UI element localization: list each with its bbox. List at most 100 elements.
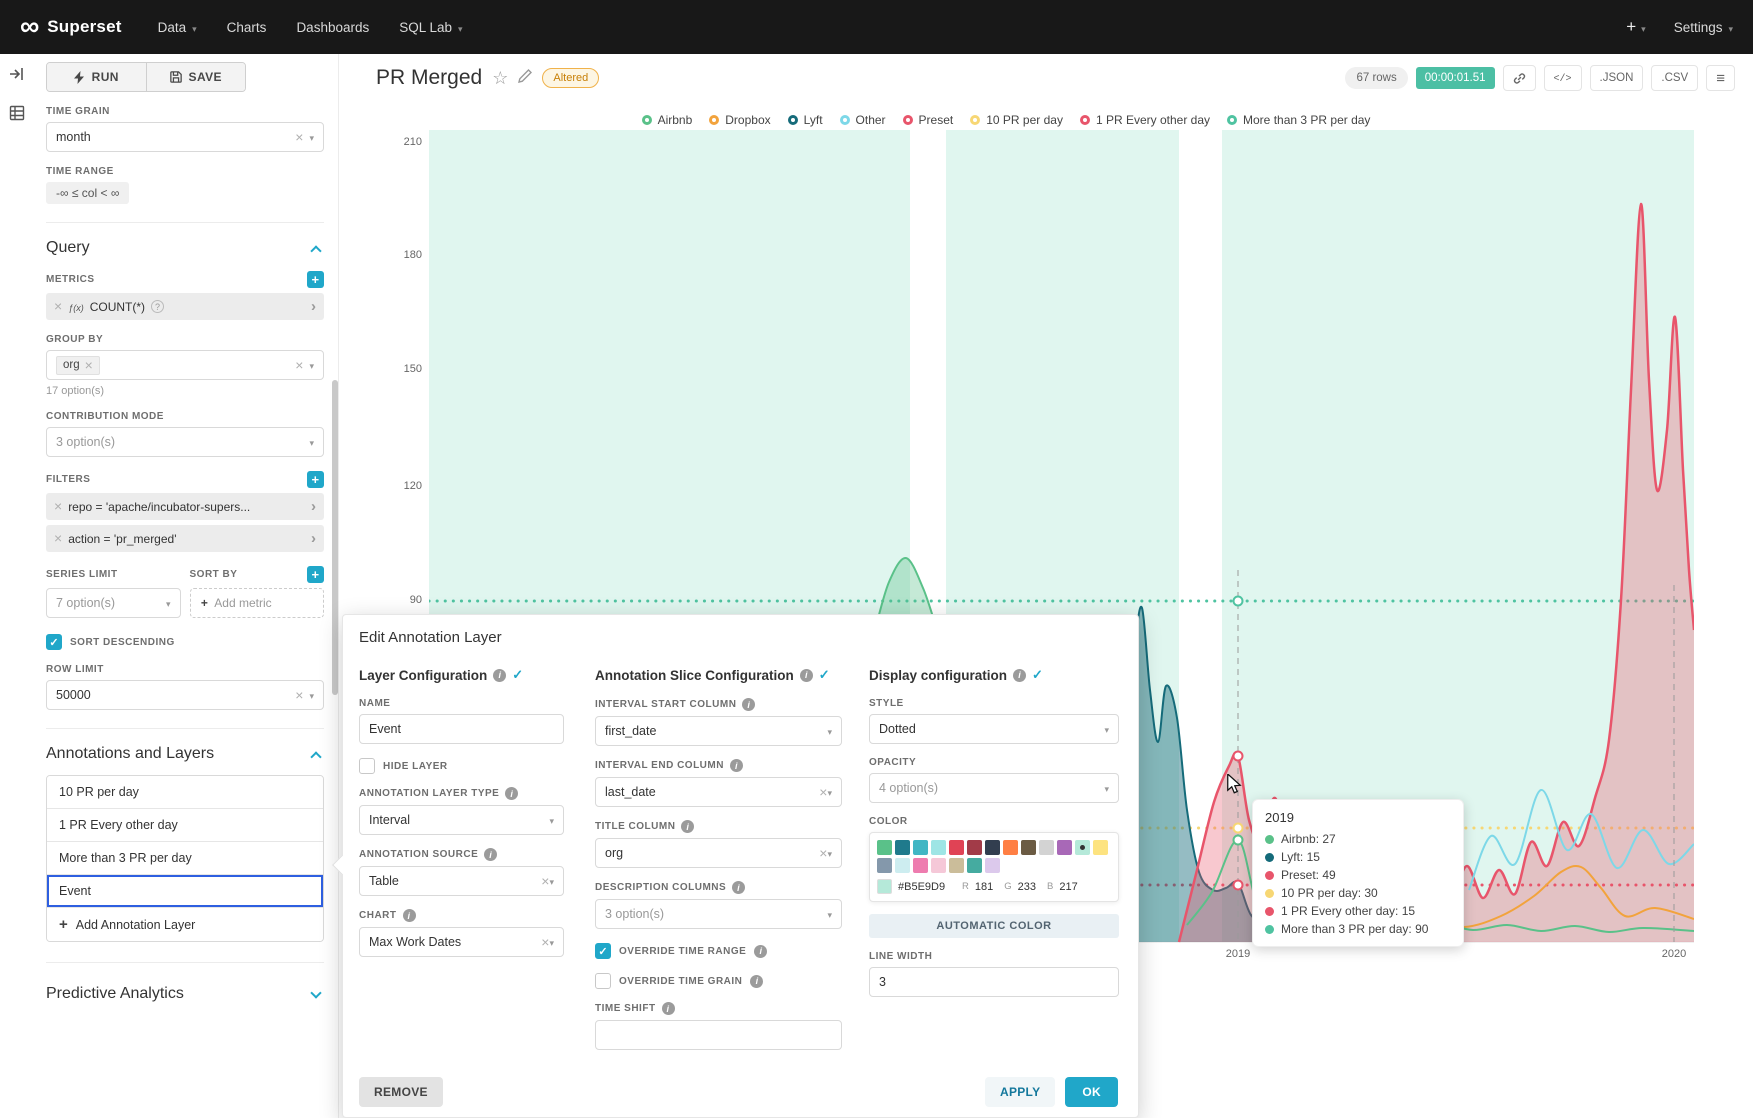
- color-swatch[interactable]: [895, 858, 910, 873]
- nav-item-sql-lab[interactable]: SQL Lab: [399, 20, 462, 35]
- checkbox-unchecked-icon[interactable]: [595, 973, 611, 989]
- color-swatch[interactable]: [985, 840, 1000, 855]
- clear-icon[interactable]: [295, 688, 303, 703]
- legend-item[interactable]: Lyft: [787, 113, 823, 127]
- embed-code-button[interactable]: [1543, 65, 1582, 91]
- add-filter-button[interactable]: +: [307, 471, 324, 488]
- remove-button[interactable]: REMOVE: [359, 1077, 443, 1107]
- info-icon[interactable]: [681, 820, 695, 833]
- annotation-layer-event-selected[interactable]: Event: [47, 875, 323, 908]
- info-icon[interactable]: [732, 881, 746, 894]
- nav-item-charts[interactable]: Charts: [226, 19, 267, 35]
- group-by-tag[interactable]: org: [56, 355, 100, 375]
- altered-badge[interactable]: Altered: [542, 68, 600, 88]
- color-swatch[interactable]: [877, 840, 892, 855]
- annotation-layer-1pr[interactable]: 1 PR Every other day: [47, 809, 323, 842]
- color-swatch[interactable]: [895, 840, 910, 855]
- title-column-select[interactable]: org: [595, 838, 842, 868]
- edit-pencil-icon[interactable]: [518, 68, 533, 88]
- color-swatch[interactable]: [967, 840, 982, 855]
- color-swatch-selected[interactable]: [1075, 840, 1090, 855]
- row-limit-select[interactable]: 50000: [46, 680, 324, 710]
- color-swatch[interactable]: [1093, 840, 1108, 855]
- automatic-color-button[interactable]: AUTOMATIC COLOR: [869, 914, 1119, 938]
- annotations-section-header[interactable]: Annotations and Layers: [46, 745, 324, 763]
- save-button[interactable]: SAVE: [145, 63, 245, 91]
- contribution-mode-select[interactable]: 3 option(s): [46, 427, 324, 457]
- override-time-range-checkbox-row[interactable]: OVERRIDE TIME RANGE: [595, 943, 842, 959]
- legend-item[interactable]: More than 3 PR per day: [1227, 113, 1370, 127]
- color-swatch[interactable]: [1057, 840, 1072, 855]
- add-sort-button[interactable]: +: [307, 566, 324, 583]
- predictive-section-header[interactable]: Predictive Analytics: [46, 985, 324, 1003]
- legend-item[interactable]: Other: [839, 113, 886, 127]
- info-icon[interactable]: [1013, 668, 1027, 682]
- line-width-input[interactable]: 3: [869, 967, 1119, 997]
- g-value[interactable]: 233: [1017, 880, 1036, 893]
- info-icon[interactable]: [484, 848, 498, 861]
- ok-button[interactable]: OK: [1065, 1077, 1118, 1107]
- color-swatch[interactable]: [967, 858, 982, 873]
- info-icon[interactable]: [402, 909, 416, 922]
- color-swatch[interactable]: [985, 858, 1000, 873]
- export-json-button[interactable]: .JSON: [1589, 65, 1644, 91]
- remove-icon[interactable]: [54, 531, 62, 546]
- time-range-value[interactable]: -∞ ≤ col < ∞: [46, 182, 130, 204]
- settings-menu[interactable]: Settings: [1674, 20, 1733, 35]
- chart-select[interactable]: Max Work Dates: [359, 927, 564, 957]
- new-item-button[interactable]: +: [1626, 17, 1645, 37]
- color-swatch[interactable]: [913, 858, 928, 873]
- interval-start-column-select[interactable]: first_date: [595, 716, 842, 746]
- info-icon[interactable]: [799, 668, 813, 682]
- color-swatch[interactable]: [913, 840, 928, 855]
- name-input[interactable]: Event: [359, 714, 564, 744]
- clear-icon[interactable]: [819, 785, 827, 800]
- filter-chip-action[interactable]: action = 'pr_merged': [46, 525, 324, 552]
- info-icon[interactable]: [754, 944, 768, 958]
- nav-item-data[interactable]: Data: [158, 20, 197, 35]
- info-icon[interactable]: [742, 698, 756, 711]
- color-swatch[interactable]: [949, 840, 964, 855]
- remove-tag-icon[interactable]: [85, 358, 93, 373]
- share-link-button[interactable]: [1502, 65, 1536, 91]
- r-value[interactable]: 181: [974, 880, 994, 893]
- add-metric-button[interactable]: +: [307, 271, 324, 288]
- hide-layer-checkbox-row[interactable]: HIDE LAYER: [359, 758, 564, 774]
- query-section-header[interactable]: Query: [46, 239, 324, 257]
- info-icon[interactable]: [493, 668, 507, 682]
- panel-scrollbar[interactable]: [332, 380, 338, 695]
- filter-chip-repo[interactable]: repo = 'apache/incubator-supers...: [46, 493, 324, 520]
- checkbox-unchecked-icon[interactable]: [359, 758, 375, 774]
- superset-logo[interactable]: Superset: [20, 14, 122, 40]
- metric-chip[interactable]: COUNT(*) ?: [46, 293, 324, 320]
- series-limit-select[interactable]: 7 option(s): [46, 588, 181, 618]
- group-by-select[interactable]: org: [46, 350, 324, 380]
- style-select[interactable]: Dotted: [869, 714, 1119, 744]
- apply-button[interactable]: APPLY: [984, 1077, 1056, 1107]
- color-swatch[interactable]: [1003, 840, 1018, 855]
- color-swatch[interactable]: [1039, 840, 1054, 855]
- remove-icon[interactable]: [54, 499, 62, 514]
- export-csv-button[interactable]: .CSV: [1651, 65, 1699, 91]
- nav-item-dashboards[interactable]: Dashboards: [296, 19, 370, 35]
- color-swatch[interactable]: [931, 858, 946, 873]
- annotation-layer-type-select[interactable]: Interval: [359, 805, 564, 835]
- remove-icon[interactable]: [54, 299, 62, 314]
- time-shift-input[interactable]: [595, 1020, 842, 1050]
- sort-descending-checkbox-row[interactable]: SORT DESCENDING: [46, 634, 324, 650]
- override-time-grain-checkbox-row[interactable]: OVERRIDE TIME GRAIN: [595, 973, 842, 989]
- expand-panel-icon[interactable]: [9, 66, 25, 87]
- b-value[interactable]: 217: [1059, 880, 1078, 893]
- clear-icon[interactable]: [295, 130, 303, 145]
- interval-end-column-select[interactable]: last_date: [595, 777, 842, 807]
- opacity-select[interactable]: 4 option(s): [869, 773, 1119, 803]
- annotation-source-select[interactable]: Table: [359, 866, 564, 896]
- add-annotation-layer-button[interactable]: Add Annotation Layer: [47, 908, 323, 941]
- legend-item[interactable]: 10 PR per day: [970, 113, 1063, 127]
- hex-value[interactable]: #B5E9D9: [898, 880, 946, 893]
- sort-by-add-metric[interactable]: Add metric: [189, 588, 324, 618]
- legend-item[interactable]: Preset: [902, 113, 953, 127]
- legend-item[interactable]: Dropbox: [709, 113, 771, 127]
- info-icon[interactable]: [729, 759, 743, 772]
- checkbox-checked-icon[interactable]: [595, 943, 611, 959]
